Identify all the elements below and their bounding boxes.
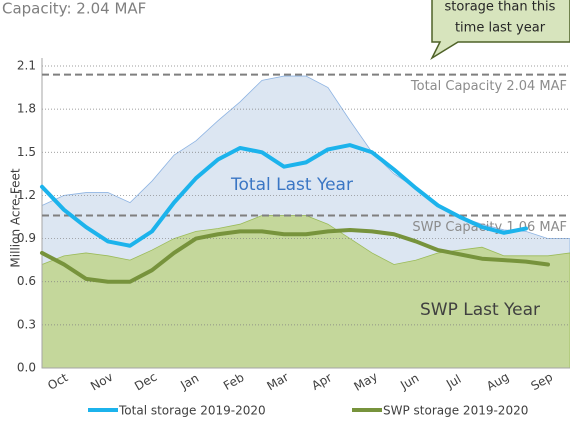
x-tick-label: Mar [264, 370, 291, 393]
y-tick-label: 1.8 [17, 102, 36, 116]
callout-text: storage than this [445, 0, 556, 15]
y-axis-label: Million Acre-Feet [9, 168, 23, 267]
x-tick-label: Dec [132, 370, 159, 394]
y-tick-label: 0.0 [17, 361, 36, 375]
y-tick-label: 2.1 [17, 59, 36, 73]
y-tick-label: 1.5 [17, 145, 36, 159]
y-tick-label: 0.3 [17, 317, 36, 331]
x-tick-label: Nov [88, 370, 115, 394]
x-tick-label: Jun [397, 371, 421, 393]
y-tick-label: 0.6 [17, 274, 36, 288]
legend-label: Total storage 2019-2020 [118, 404, 266, 418]
reference-label: Total Capacity 2.04 MAF [410, 79, 567, 94]
y-tick-label: 1.2 [17, 188, 36, 202]
callout-box [430, 0, 570, 61]
legend-label: SWP storage 2019-2020 [383, 404, 528, 418]
x-tick-label: Aug [484, 370, 511, 394]
x-tick-label: Sep [528, 370, 555, 393]
x-tick-label: Oct [45, 370, 70, 393]
y-tick-label: 0.9 [17, 231, 36, 245]
x-tick-label: Apr [309, 370, 334, 393]
x-tick-label: Jan [177, 371, 201, 393]
chart-title: Capacity: 2.04 MAF [2, 0, 146, 18]
x-tick-label: May [352, 369, 380, 394]
x-tick-label: Feb [221, 370, 246, 393]
line [40, 143, 528, 248]
x-tick-label: Jul [443, 372, 463, 392]
area-label: SWP Last Year [420, 300, 540, 320]
area-label: Total Last Year [230, 175, 353, 195]
line [40, 227, 550, 284]
callout-text: time last year [455, 21, 546, 36]
